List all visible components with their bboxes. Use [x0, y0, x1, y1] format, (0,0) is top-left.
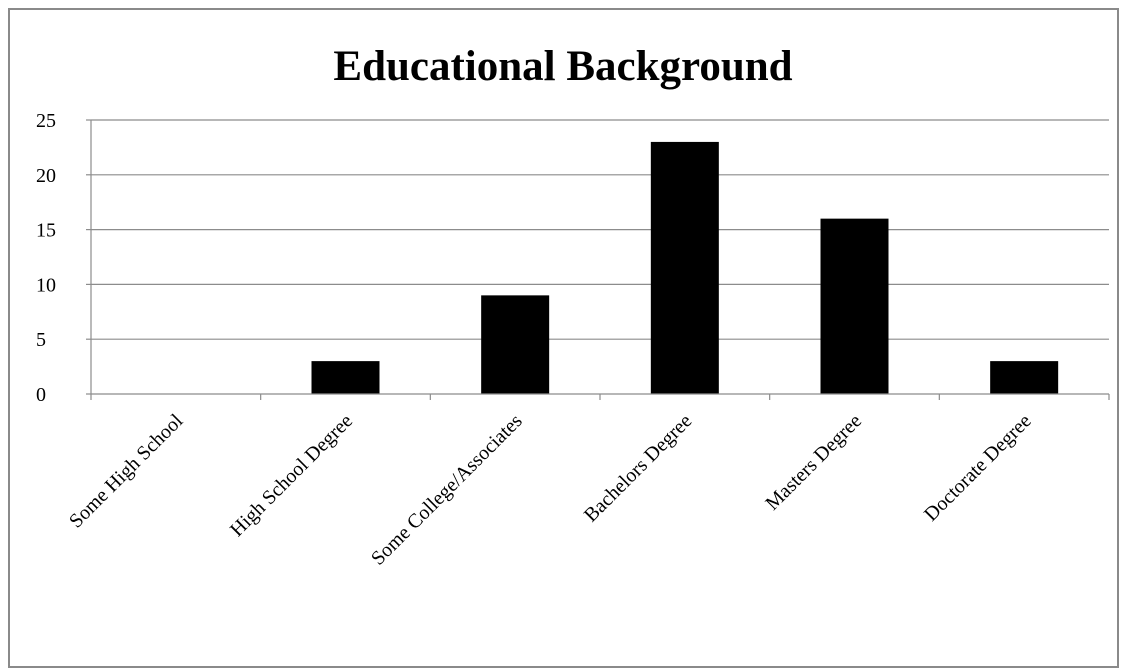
x-axis-tick-labels: Some High School High School Degree Some C…: [65, 410, 1036, 570]
bar: [990, 361, 1059, 394]
x-tick-label: Doctorate Degree: [920, 410, 1036, 526]
y-tick-label: 10: [36, 274, 56, 296]
bar: [481, 295, 550, 394]
y-tick-label: 25: [36, 110, 56, 132]
x-tick-label: Some College/Associates: [367, 410, 527, 570]
bar: [650, 141, 719, 394]
y-tick-label: 5: [36, 329, 46, 351]
bar: [311, 361, 380, 394]
x-tick-label: High School Degree: [226, 410, 357, 541]
chart-frame: [8, 8, 1119, 668]
x-tick-label: Some High School: [65, 410, 188, 533]
bar: [820, 218, 889, 394]
chart-title: Educational Background: [333, 43, 792, 90]
x-tick-label: Bachelors Degree: [580, 410, 697, 527]
bar-chart: Educational Background 0 5 10 15 20 25 Some H…: [36, 43, 1110, 570]
y-tick-label: 15: [36, 220, 56, 242]
y-tick-label: 20: [36, 165, 56, 187]
gridlines: [91, 119, 1109, 340]
y-axis-tick-labels: 0 5 10 15 20 25: [36, 110, 56, 406]
x-tick-label: Masters Degree: [761, 410, 866, 515]
axes: [86, 119, 1110, 400]
y-tick-label: 0: [36, 384, 46, 406]
bars: [311, 141, 1059, 394]
